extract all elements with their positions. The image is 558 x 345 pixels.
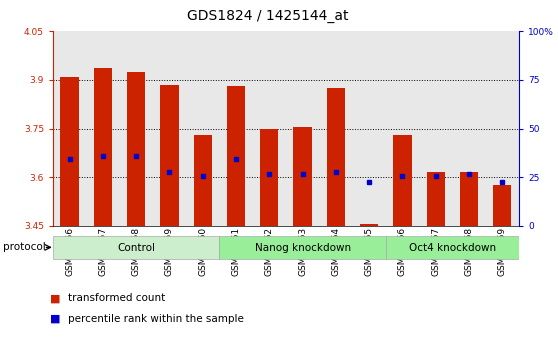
- Bar: [253, 31, 286, 226]
- Text: transformed count: transformed count: [68, 294, 165, 303]
- Bar: [127, 72, 146, 226]
- Bar: [353, 31, 386, 226]
- Bar: [260, 129, 278, 226]
- FancyBboxPatch shape: [219, 236, 386, 259]
- FancyBboxPatch shape: [53, 236, 219, 259]
- Bar: [327, 88, 345, 226]
- Text: Nanog knockdown: Nanog knockdown: [254, 243, 350, 253]
- Text: percentile rank within the sample: percentile rank within the sample: [68, 314, 244, 324]
- Bar: [94, 68, 112, 226]
- Bar: [186, 31, 219, 226]
- Bar: [60, 77, 79, 226]
- Bar: [419, 31, 453, 226]
- Bar: [227, 86, 245, 226]
- Text: Oct4 knockdown: Oct4 knockdown: [409, 243, 496, 253]
- Text: protocol: protocol: [3, 243, 46, 252]
- Bar: [294, 127, 312, 226]
- FancyBboxPatch shape: [386, 236, 519, 259]
- Bar: [160, 85, 179, 226]
- Bar: [153, 31, 186, 226]
- Bar: [426, 172, 445, 226]
- Bar: [286, 31, 319, 226]
- Bar: [493, 185, 512, 226]
- Bar: [360, 224, 378, 226]
- Text: ■: ■: [50, 294, 64, 303]
- Bar: [485, 31, 519, 226]
- Bar: [386, 31, 419, 226]
- Text: GDS1824 / 1425144_at: GDS1824 / 1425144_at: [187, 9, 349, 23]
- Bar: [53, 31, 86, 226]
- Bar: [460, 172, 478, 226]
- Text: Control: Control: [117, 243, 155, 253]
- Bar: [453, 31, 485, 226]
- Bar: [393, 135, 412, 226]
- Bar: [319, 31, 353, 226]
- Bar: [219, 31, 253, 226]
- Bar: [86, 31, 119, 226]
- Text: ■: ■: [50, 314, 64, 324]
- Bar: [119, 31, 153, 226]
- Bar: [194, 135, 212, 226]
